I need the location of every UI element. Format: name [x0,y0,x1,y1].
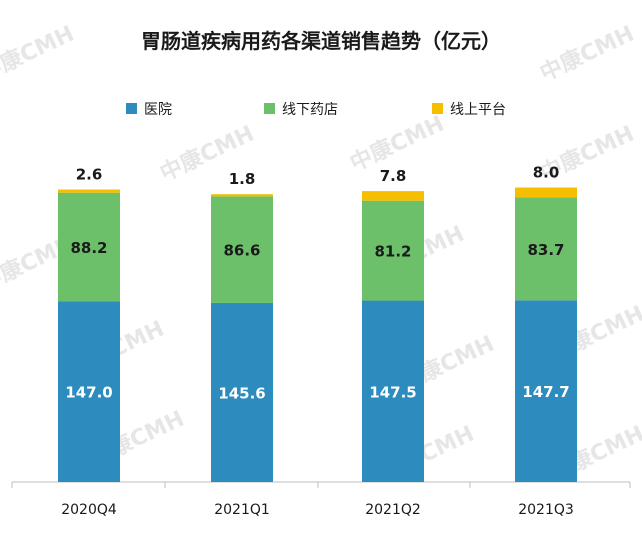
data-label: 147.7 [522,383,569,401]
data-label: 81.2 [374,243,411,261]
legend-swatch [432,103,443,114]
bar-segment [58,189,120,193]
x-tick-label: 2020Q4 [61,502,117,518]
watermark-text: 中康CMH [0,21,78,87]
data-label: 147.0 [65,384,112,402]
legend-swatch [264,103,275,114]
bar-segment [362,191,424,201]
legend-swatch [126,103,137,114]
legend-label: 线下药店 [282,102,338,118]
data-label: 2.6 [76,166,103,184]
bar-segment [362,300,424,482]
bar-segment [211,194,273,197]
legend-label: 医院 [144,102,172,118]
bar-segment [362,200,424,301]
data-label: 83.7 [527,241,564,259]
bars [58,187,577,482]
data-label: 147.5 [369,383,416,401]
bar-segment [211,196,273,303]
watermark-text: 中康CMH [536,21,638,87]
bar-segment [211,302,273,482]
x-tick-label: 2021Q2 [365,502,421,518]
bar-segment [58,192,120,302]
x-tick-label: 2021Q1 [214,502,270,518]
data-label: 86.6 [223,242,260,260]
bar-segment [515,300,577,482]
data-label: 1.8 [229,170,256,188]
chart-title: 胃肠道疾病用药各渠道销售趋势（亿元） [141,29,501,53]
data-label: 145.6 [218,384,265,402]
data-label: 7.8 [380,167,407,185]
data-label: 8.0 [533,164,560,182]
bar-segment [515,187,577,198]
bar-segment [58,301,120,482]
legend-label: 线上平台 [450,102,506,118]
x-tick-labels: 2020Q4 2021Q1 2021Q2 2021Q3 [11,482,631,518]
data-label: 88.2 [70,239,107,257]
x-tick-label: 2021Q3 [518,502,574,518]
data-labels: 147.0 88.2 2.6 145.6 86.6 1.8 147.5 81.2 7.8 147.… [65,164,569,403]
legend: 医院 线下药店 线上平台 [126,102,506,118]
bar-segment [515,197,577,301]
